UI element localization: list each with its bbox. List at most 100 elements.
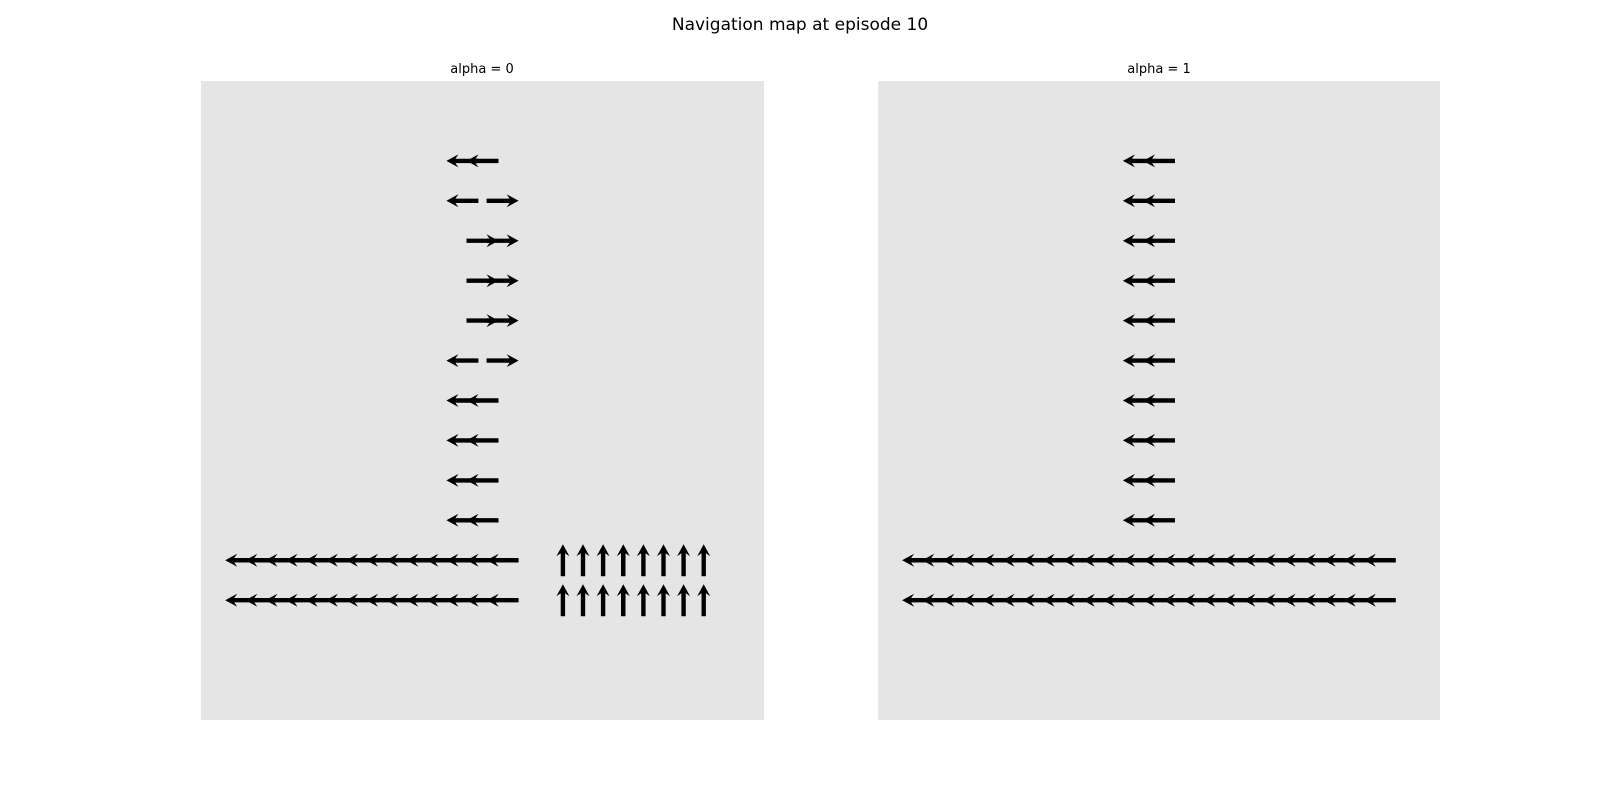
arrow-up-icon <box>576 544 590 577</box>
arrow-left-icon <box>1082 593 1115 607</box>
arrow-left-icon <box>466 513 499 527</box>
arrow-left-icon <box>466 433 499 447</box>
arrow-right-icon <box>486 274 519 288</box>
arrow-left-icon <box>1183 553 1216 567</box>
arrow-left-icon <box>446 553 479 567</box>
arrow-left-icon <box>426 553 459 567</box>
arrow-left-icon <box>1042 553 1075 567</box>
arrow-up-icon <box>616 544 630 577</box>
arrow-left-icon <box>1122 354 1155 368</box>
figure-title: Navigation map at episode 10 <box>672 15 928 35</box>
arrow-left-icon <box>305 593 338 607</box>
arrow-up-icon <box>636 584 650 617</box>
arrow-left-icon <box>265 553 298 567</box>
panel-title-alpha-0: alpha = 0 <box>450 62 513 77</box>
arrow-left-icon <box>285 593 318 607</box>
arrow-left-icon <box>1143 354 1175 368</box>
arrow-left-icon <box>1263 553 1296 567</box>
arrow-left-icon <box>1343 593 1376 607</box>
arrow-left-icon <box>345 593 378 607</box>
arrow-left-icon <box>1163 553 1196 567</box>
arrow-left-icon <box>1343 553 1376 567</box>
arrow-left-icon <box>446 473 479 487</box>
panel-alpha-0: alpha = 0 <box>201 62 764 720</box>
arrow-up-icon <box>636 544 650 577</box>
arrow-layer-alpha-1 <box>902 154 1396 607</box>
arrow-right-icon <box>486 354 519 368</box>
arrow-left-icon <box>446 513 479 527</box>
arrow-left-icon <box>305 553 338 567</box>
arrow-left-icon <box>1143 473 1175 487</box>
arrow-left-icon <box>1163 593 1196 607</box>
arrow-left-icon <box>982 593 1015 607</box>
arrow-up-icon <box>596 584 610 617</box>
arrow-up-icon <box>596 544 610 577</box>
arrow-left-icon <box>1062 593 1095 607</box>
arrow-left-icon <box>1002 553 1035 567</box>
arrow-left-icon <box>1243 553 1276 567</box>
arrow-left-icon <box>1122 274 1155 288</box>
arrow-left-icon <box>1143 433 1175 447</box>
arrow-left-icon <box>1243 593 1276 607</box>
arrow-left-icon <box>1323 593 1356 607</box>
arrow-left-icon <box>1102 553 1135 567</box>
arrow-left-icon <box>1082 553 1115 567</box>
arrow-left-icon <box>1263 593 1296 607</box>
arrow-left-icon <box>1122 433 1155 447</box>
arrow-left-icon <box>1122 194 1155 208</box>
arrow-left-icon <box>1122 593 1155 607</box>
arrow-left-icon <box>386 593 419 607</box>
arrow-left-icon <box>466 154 499 168</box>
arrow-left-icon <box>426 593 459 607</box>
arrow-left-icon <box>1122 314 1155 328</box>
arrow-left-icon <box>245 553 278 567</box>
arrow-left-icon <box>1022 593 1055 607</box>
arrow-right-icon <box>486 194 519 208</box>
arrow-left-icon <box>1122 553 1155 567</box>
arrow-left-icon <box>1022 553 1055 567</box>
arrow-left-icon <box>1102 593 1135 607</box>
arrow-left-icon <box>446 154 479 168</box>
arrow-up-icon <box>697 584 711 617</box>
arrow-left-icon <box>1143 513 1175 527</box>
arrow-left-icon <box>1143 394 1175 407</box>
arrow-left-icon <box>1323 553 1356 567</box>
arrow-left-icon <box>486 553 519 567</box>
arrow-left-icon <box>1283 553 1316 567</box>
arrow-up-icon <box>556 584 570 617</box>
arrow-left-icon <box>1223 593 1256 607</box>
arrow-left-icon <box>902 593 935 607</box>
arrow-left-icon <box>942 553 975 567</box>
arrow-left-icon <box>1143 234 1175 248</box>
panel-title-alpha-1: alpha = 1 <box>1127 62 1190 77</box>
arrow-left-icon <box>225 593 258 607</box>
arrow-left-icon <box>1143 274 1175 288</box>
arrow-left-icon <box>1122 513 1155 527</box>
arrow-up-icon <box>697 544 711 577</box>
arrow-left-icon <box>1122 234 1155 248</box>
arrow-left-icon <box>1363 553 1396 567</box>
arrow-left-icon <box>962 593 995 607</box>
panel-alpha-1: alpha = 1 <box>878 62 1440 720</box>
arrow-left-icon <box>1042 593 1075 607</box>
arrow-left-icon <box>1143 154 1175 168</box>
arrow-left-icon <box>466 593 499 607</box>
arrow-right-icon <box>466 314 499 328</box>
arrow-left-icon <box>1122 394 1155 407</box>
arrow-left-icon <box>922 593 955 607</box>
arrow-left-icon <box>982 553 1015 567</box>
arrow-left-icon <box>1183 593 1216 607</box>
arrow-left-icon <box>446 354 479 368</box>
arrow-up-icon <box>677 544 691 577</box>
arrow-right-icon <box>466 274 499 288</box>
arrow-left-icon <box>406 553 439 567</box>
arrow-left-icon <box>486 593 519 607</box>
arrow-left-icon <box>466 553 499 567</box>
arrow-left-icon <box>466 394 499 407</box>
arrow-left-icon <box>1122 473 1155 487</box>
arrow-up-icon <box>657 584 670 617</box>
arrow-left-icon <box>922 553 955 567</box>
arrow-left-icon <box>1062 553 1095 567</box>
arrow-left-icon <box>325 593 358 607</box>
